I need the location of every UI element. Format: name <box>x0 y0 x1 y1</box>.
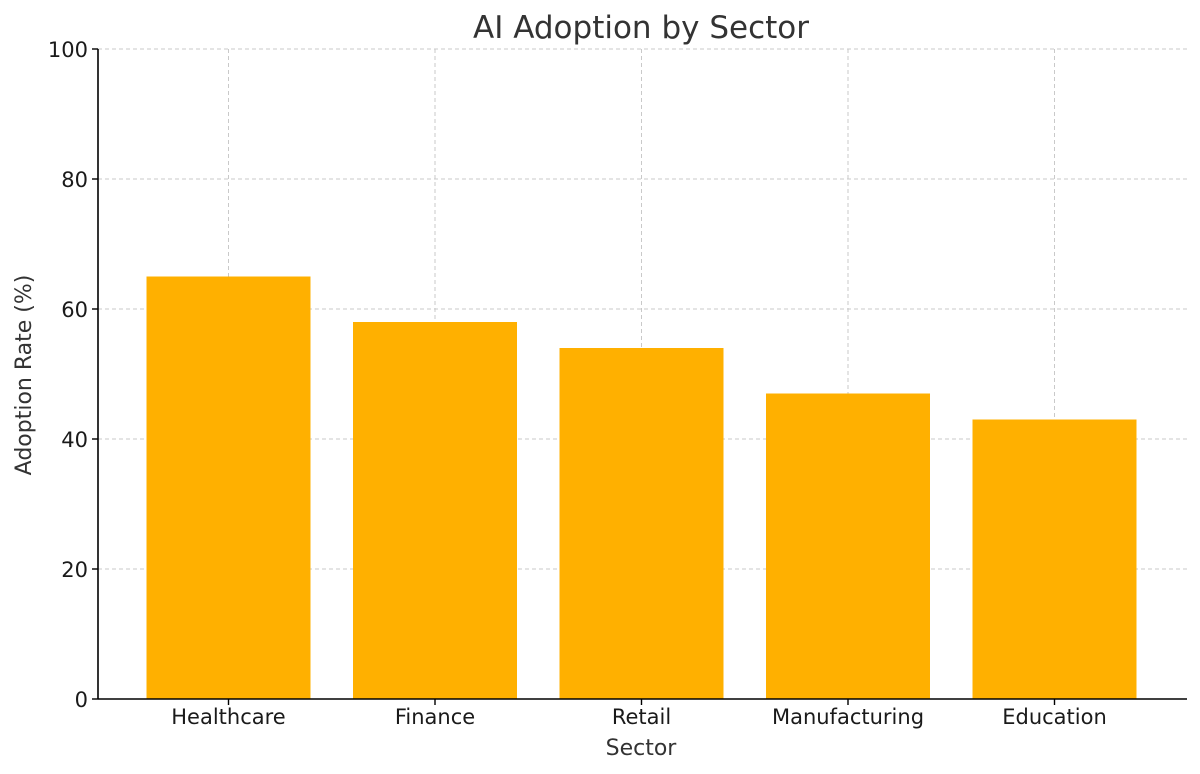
axes <box>97 49 1187 700</box>
bar-manufacturing <box>766 393 930 699</box>
x-axis-label: Sector <box>606 736 678 761</box>
chart-title: AI Adoption by Sector <box>473 10 809 46</box>
x-tick-label: Manufacturing <box>772 705 924 729</box>
bar-healthcare <box>146 276 311 699</box>
x-tick-label: Education <box>1002 705 1107 729</box>
x-tick-label: Finance <box>395 705 475 729</box>
x-ticks: Healthcare Finance Retail Manufacturing Educ… <box>171 699 1107 729</box>
x-tick-label: Healthcare <box>171 705 285 729</box>
y-tick-label: 60 <box>61 298 88 322</box>
bar-finance <box>353 322 517 699</box>
y-tick-label: 20 <box>61 558 88 582</box>
bar-retail <box>559 348 724 699</box>
x-tick-label: Retail <box>612 705 671 729</box>
y-tick-label: 80 <box>61 168 88 192</box>
y-tick-label: 0 <box>75 688 88 712</box>
bar-education <box>972 419 1137 699</box>
bars <box>146 276 1137 699</box>
y-axis-label: Adoption Rate (%) <box>12 275 37 476</box>
y-tick-label: 100 <box>48 38 88 62</box>
y-tick-label: 40 <box>61 428 88 452</box>
y-ticks: 0 20 40 60 80 100 <box>48 38 98 712</box>
